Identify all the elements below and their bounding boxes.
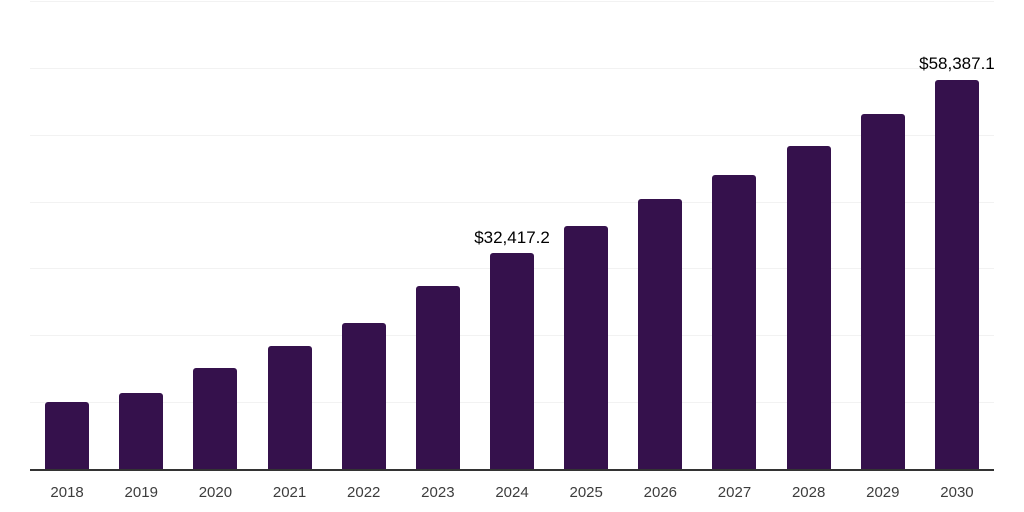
bar-2019[interactable] xyxy=(119,393,164,470)
x-tick-label-2018: 2018 xyxy=(50,484,84,501)
bar-slot-2029 xyxy=(846,2,920,470)
bar-slot-2019 xyxy=(104,2,178,470)
plot-area: $32,417.2 $58,387.1 xyxy=(30,1,995,470)
bar-2028[interactable] xyxy=(786,145,831,470)
bar-2025[interactable] xyxy=(564,225,609,470)
bar-series: $32,417.2 $58,387.1 xyxy=(30,2,995,470)
gridline-50000 xyxy=(30,134,994,136)
x-tick-label-2024: 2024 xyxy=(495,484,529,501)
bar-2022[interactable] xyxy=(341,322,386,470)
bar-2030[interactable] xyxy=(934,79,979,470)
bar-slot-2026 xyxy=(623,2,697,470)
gridline-70000 xyxy=(30,1,994,2)
bar-2024[interactable] xyxy=(490,253,535,470)
bar-slot-2027 xyxy=(697,2,771,470)
gridline-40000 xyxy=(30,201,994,203)
bar-slot-2021 xyxy=(252,2,326,470)
bar-slot-2030: $58,387.1 xyxy=(919,2,995,470)
x-tick-label-2025: 2025 xyxy=(569,484,603,501)
x-tick-label-2028: 2028 xyxy=(791,484,826,501)
x-axis-tick-labels: 2018 2019 2020 2021 2022 2023 2024 2025 2026 2027… xyxy=(30,484,994,502)
data-label-2030: $58,387.1 xyxy=(919,53,995,73)
x-tick-label-2029: 2029 xyxy=(866,484,900,501)
bar-slot-2023 xyxy=(401,2,475,470)
x-tick-label-2020: 2020 xyxy=(198,484,233,501)
bar-2027[interactable] xyxy=(712,174,757,470)
bar-slot-2018 xyxy=(30,2,104,470)
data-label-2024: $32,417.2 xyxy=(474,227,550,247)
x-tick-label-2019: 2019 xyxy=(124,484,158,501)
bar-slot-2024: $32,417.2 xyxy=(474,2,550,470)
bar-2023[interactable] xyxy=(415,286,460,470)
x-tick-label-2022: 2022 xyxy=(347,484,381,501)
bar-slot-2020 xyxy=(178,2,252,470)
gridline-60000 xyxy=(30,67,994,69)
bar-2026[interactable] xyxy=(638,198,683,470)
x-tick-label-2023: 2023 xyxy=(421,484,455,501)
bar-2018[interactable] xyxy=(45,402,90,470)
x-axis-line xyxy=(30,469,994,471)
x-tick-label-2027: 2027 xyxy=(717,484,752,501)
bar-slot-2028 xyxy=(772,2,846,470)
bar-2021[interactable] xyxy=(267,345,312,470)
bar-2029[interactable] xyxy=(860,113,905,470)
x-tick-label-2030: 2030 xyxy=(940,484,974,501)
x-tick-label-2026: 2026 xyxy=(643,484,678,501)
x-tick-label-2021: 2021 xyxy=(272,484,307,501)
bar-slot-2022 xyxy=(327,2,401,470)
bar-slot-2025 xyxy=(549,2,623,470)
bar-2020[interactable] xyxy=(193,368,238,470)
